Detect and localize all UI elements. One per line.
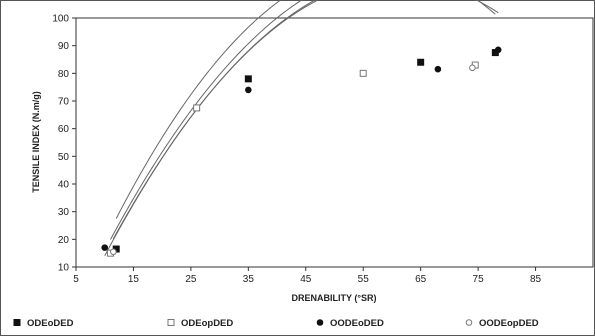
x-tick-label: 85 (530, 274, 542, 285)
data-point (494, 46, 502, 54)
data-point (101, 244, 109, 251)
data-point (110, 248, 117, 256)
x-tick-label: 75 (473, 274, 485, 285)
data-point (245, 86, 252, 94)
data-point (193, 104, 201, 112)
legend-marker (465, 319, 473, 326)
x-axis: 5 15 25 35 45 55 65 75 85 (73, 267, 542, 285)
y-tick-label: 40 (58, 180, 70, 191)
y-tick-label: 80 (58, 69, 70, 80)
plot-area (75, 17, 594, 268)
x-tick-label: 55 (358, 274, 370, 285)
y-tick-label: 10 (58, 263, 70, 274)
data-point (359, 69, 367, 77)
data-point (434, 65, 442, 73)
data-point (469, 64, 476, 72)
x-tick-label: 25 (185, 274, 197, 285)
legend-label: OODEoDED (330, 318, 384, 329)
fit-curve (110, 0, 303, 240)
y-tick-label: 100 (52, 14, 69, 25)
legend-marker (316, 319, 324, 326)
x-tick-label: 5 (73, 274, 79, 285)
y-axis: 10 20 30 40 50 60 70 80 90 100 (52, 14, 76, 274)
legend-marker (167, 319, 175, 326)
y-tick-label: 70 (58, 97, 70, 108)
x-tick-label: 15 (128, 274, 140, 285)
y-tick-label: 90 (58, 41, 70, 52)
fit-curves (104, 0, 499, 257)
legend-label: ODEoDED (27, 318, 74, 329)
y-tick-label: 50 (58, 152, 70, 163)
legend-label: OODEopDED (479, 318, 539, 329)
y-tick-label: 30 (58, 207, 70, 218)
data-point (244, 75, 252, 83)
legend: ODEoDED ODEopDED OODEoDED OODEopDED (13, 318, 539, 329)
x-tick-label: 35 (243, 274, 255, 285)
legend-marker (13, 319, 21, 326)
y-tick-label: 60 (58, 124, 70, 135)
y-axis-title: TENSILE INDEX (N.m/g) (31, 91, 41, 193)
data-point (417, 58, 425, 66)
x-axis-title: DRENABILITY (°SR) (292, 293, 377, 303)
data-points (101, 46, 502, 257)
fit-curve (115, 0, 496, 219)
y-tick-label: 20 (58, 235, 70, 246)
x-tick-label: 65 (415, 274, 427, 285)
x-tick-label: 45 (300, 274, 312, 285)
fit-curve (112, 0, 316, 239)
legend-label: ODEopDED (181, 318, 233, 329)
